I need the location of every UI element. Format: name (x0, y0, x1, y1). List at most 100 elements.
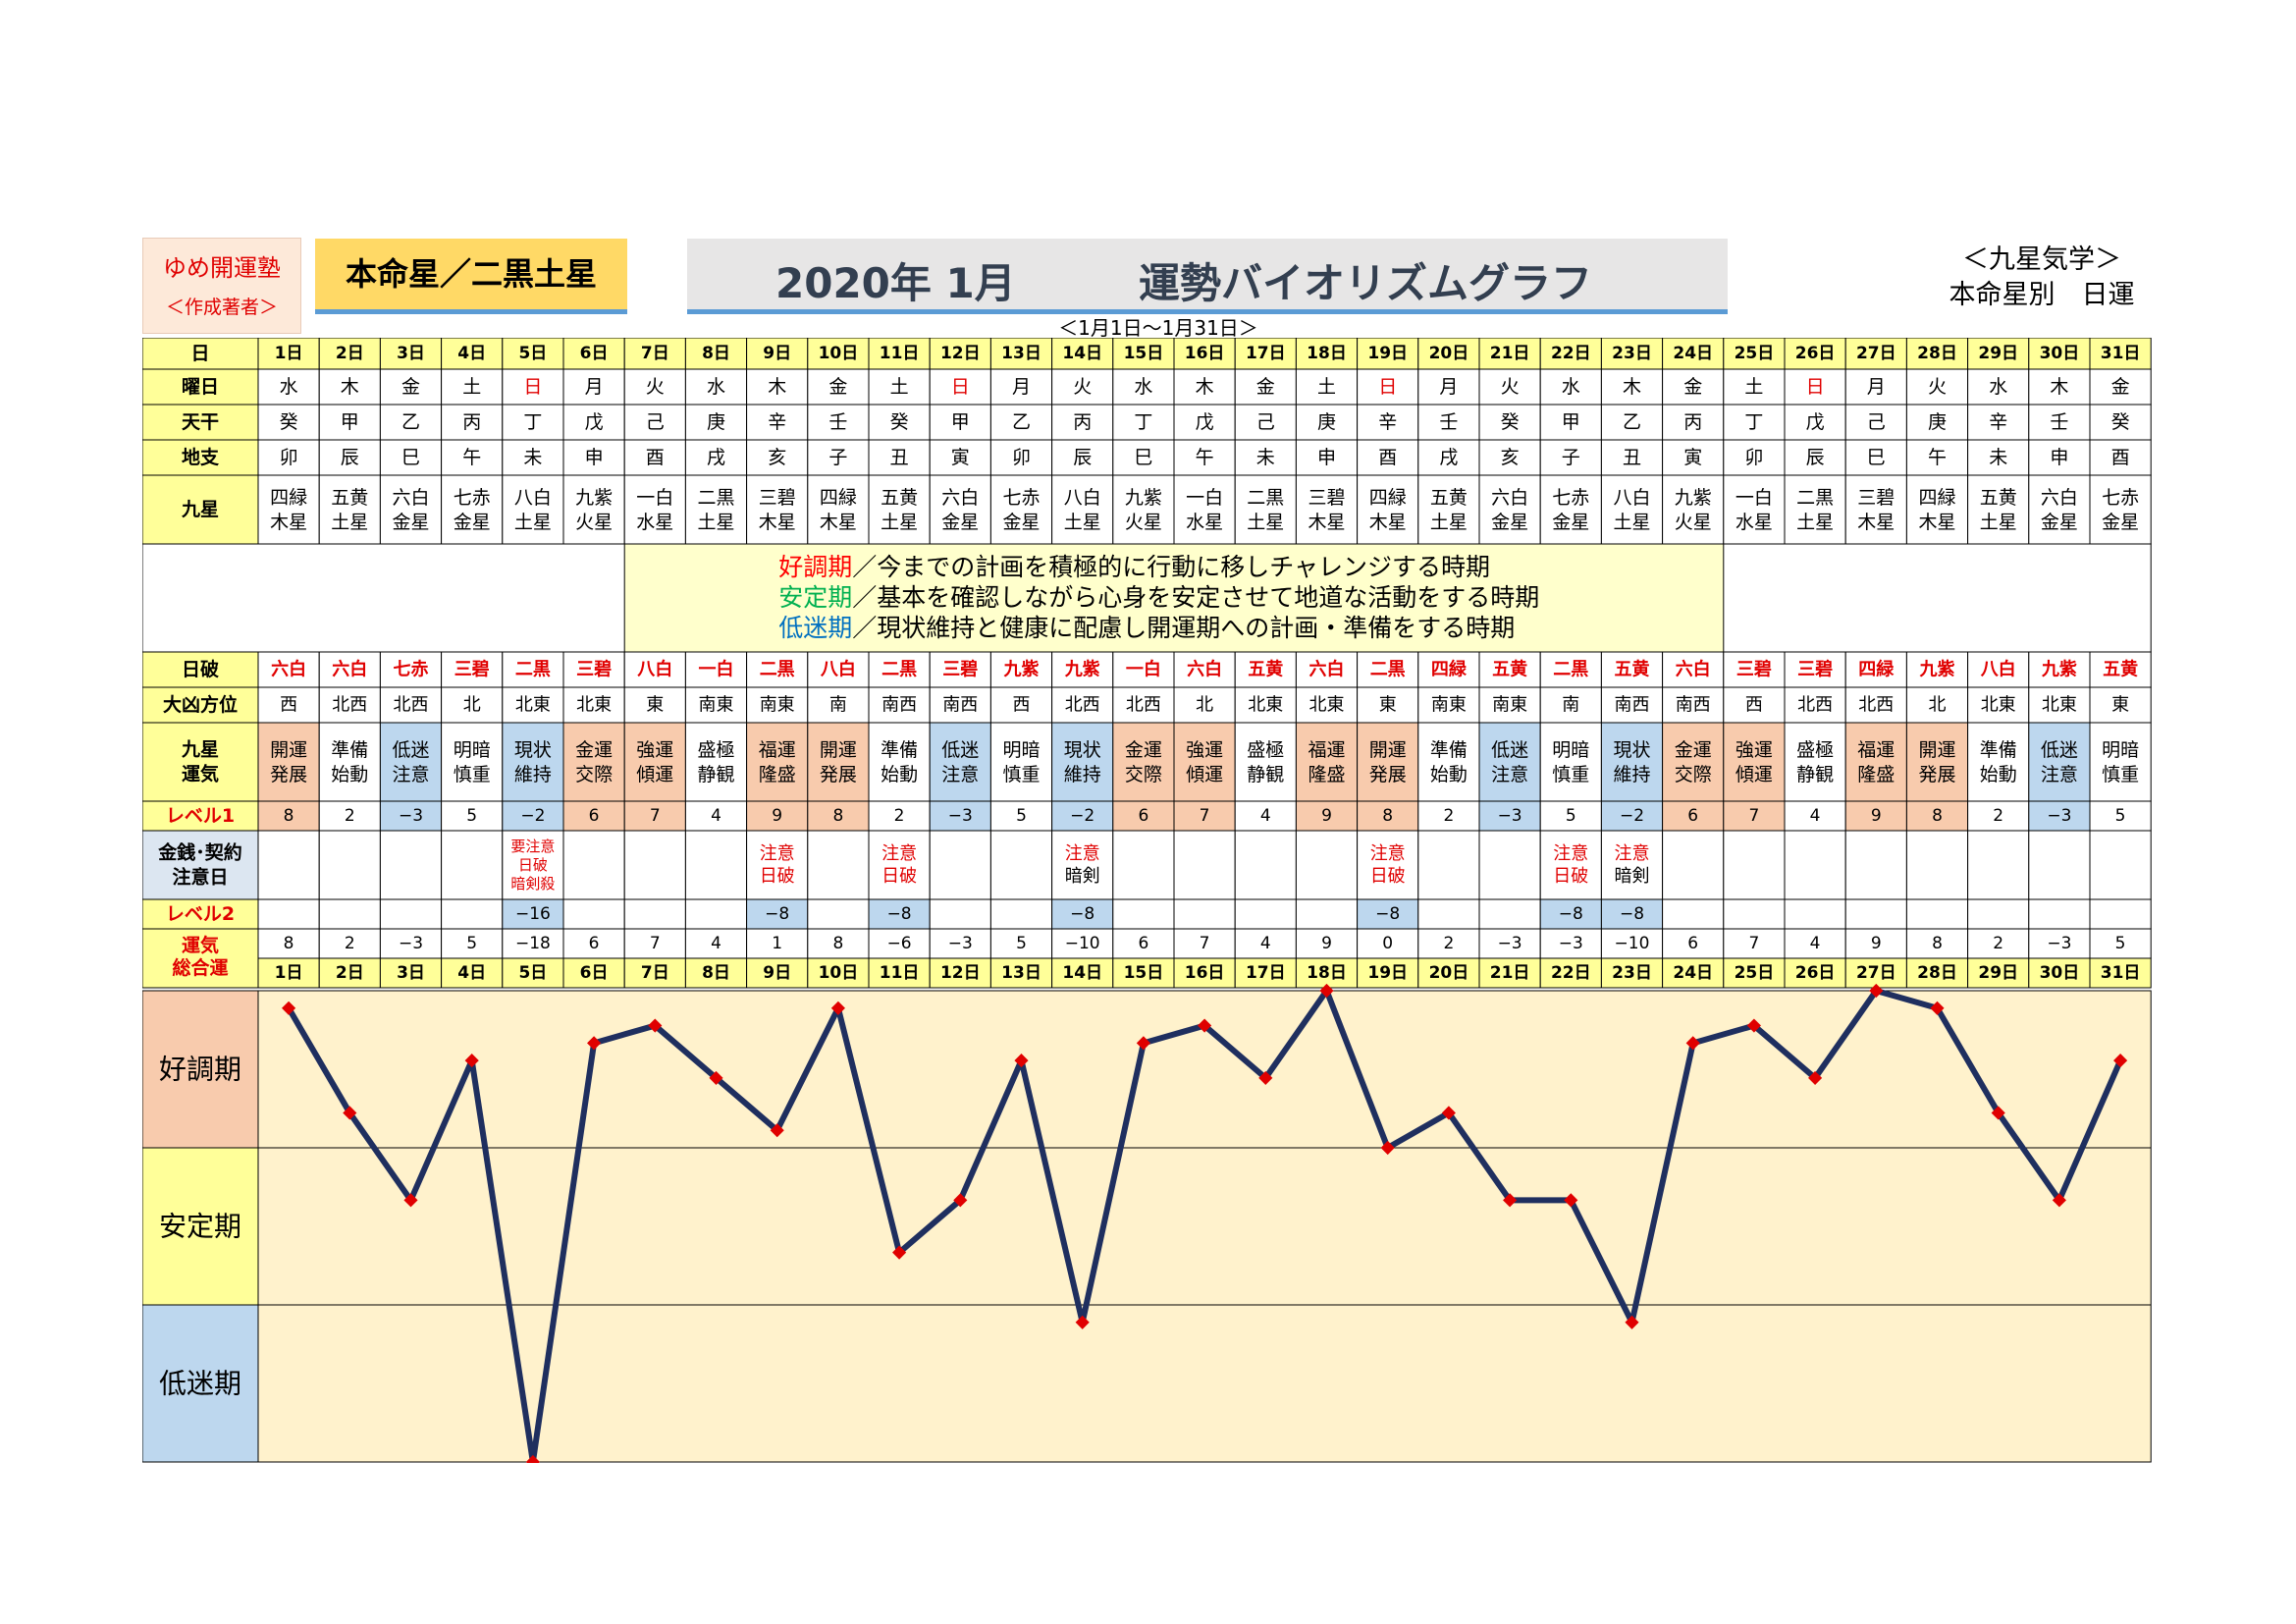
weekday-cell (257, 368, 320, 406)
chishi-cell (562, 439, 625, 476)
day-footer-cell (1478, 957, 1541, 989)
day-label: 16日 (1185, 344, 1225, 363)
kyusei-label: 四緑 (270, 487, 307, 509)
tenkan-cell (2089, 404, 2152, 441)
kinsen-cell (1173, 830, 1236, 900)
unki-label: 低迷 (2041, 739, 2078, 761)
data-point (343, 1106, 357, 1120)
level2-cell (562, 898, 625, 930)
kyusei-label: 水星 (1186, 512, 1223, 533)
daikyo-label: 南東 (760, 695, 795, 716)
weekday-label: 月 (585, 376, 604, 398)
day-footer-label: 14日 (1062, 963, 1102, 983)
kinsen-cell (1600, 830, 1664, 900)
daikyo-cell (1600, 686, 1664, 724)
sogo-cell (318, 928, 381, 959)
kinsen-label: 日破 (518, 856, 548, 874)
level2-cell (807, 898, 870, 930)
chart-area (257, 990, 2152, 1463)
weekday-cell (1967, 368, 2030, 406)
nippa-label: 八白 (637, 659, 672, 680)
kyusei-label: 一白 (636, 487, 673, 509)
row-label-tenkan: 天干 (182, 411, 219, 433)
tenkan-cell (1723, 404, 1786, 441)
kinsen-label: 注意 (1065, 843, 1100, 864)
kyusei-cell (562, 474, 625, 545)
kinsen-cell (1112, 830, 1175, 900)
daikyo-label: 北 (1929, 695, 1947, 716)
day-footer-cell (684, 957, 748, 989)
legend-item: 好調期／今までの計画を積極的に行動に移しチャレンジする時期 (778, 553, 1490, 581)
kyusei-label: 木星 (1918, 512, 1955, 533)
tenkan-label: 戊 (585, 411, 604, 433)
row-label-nippa: 日破 (182, 659, 219, 680)
level1-value: 4 (1810, 806, 1821, 826)
nippa-cell (1295, 651, 1359, 688)
day-footer-cell (441, 957, 504, 989)
day-footer-label: 26日 (1795, 963, 1836, 983)
row-label-sogo: 総合運 (172, 956, 228, 979)
level1-value: 5 (1566, 806, 1576, 826)
day-footer-label: 11日 (880, 963, 920, 983)
sogo-value: −18 (515, 934, 551, 953)
kinsen-label: 注意 (1370, 843, 1406, 864)
weekday-label: 水 (1562, 376, 1580, 398)
weekday-cell (562, 368, 625, 406)
day-footer-cell (318, 957, 381, 989)
nippa-cell (1234, 651, 1297, 688)
kyusei-label: 金星 (2102, 512, 2139, 533)
daikyo-label: 北東 (515, 695, 551, 716)
kyusei-label: 五黄 (881, 487, 918, 509)
unki-label: 準備 (331, 739, 368, 761)
sogo-value: −3 (399, 934, 423, 953)
level2-cell (2089, 898, 2152, 930)
unki-label: 発展 (820, 764, 857, 785)
tenkan-cell (1417, 404, 1480, 441)
kyusei-cell (1478, 474, 1541, 545)
day-footer-cell (1905, 957, 1969, 989)
unki-label: 低迷 (392, 739, 429, 761)
kyusei-label: 八白 (1613, 487, 1650, 509)
unki-label: 始動 (1430, 764, 1468, 785)
day-label: 3日 (397, 344, 425, 363)
page-title: 運勢バイオリズムグラフ (1139, 259, 1593, 307)
kinsen-cell (1357, 830, 1419, 900)
daikyo-label: 北 (463, 695, 481, 716)
kyusei-label: 七赤 (2102, 487, 2139, 509)
nippa-label: 八白 (1981, 659, 2016, 680)
sogo-cell (1662, 928, 1725, 959)
kinsen-cell (1051, 830, 1114, 900)
unki-label: 福運 (1857, 739, 1895, 761)
nippa-cell (502, 651, 564, 688)
unki-label: 強運 (636, 739, 673, 761)
day-footer-label: 21日 (1490, 963, 1530, 983)
unki-label: 慎重 (1002, 764, 1040, 785)
kinsen-label: 暗剣 (1065, 866, 1100, 887)
daikyo-label: 北東 (576, 695, 612, 716)
unki-label: 強運 (1735, 739, 1773, 761)
data-point (830, 1001, 845, 1015)
unki-label: 現状 (1064, 739, 1101, 761)
day-label: 13日 (1001, 344, 1041, 363)
weekday-cell (318, 368, 381, 406)
unki-cell (318, 722, 381, 802)
day-footer-cell (1112, 957, 1175, 989)
data-point (2113, 1054, 2128, 1068)
chishi-label: 戌 (707, 447, 725, 468)
kyusei-cell (1662, 474, 1725, 545)
kyusei-label: 三碧 (1308, 487, 1345, 509)
sogo-cell (989, 928, 1053, 959)
level2-cell (929, 898, 991, 930)
unki-cell (1784, 722, 1846, 802)
day-footer-label: 7日 (641, 963, 669, 983)
weekday-cell (1539, 368, 1602, 406)
level1-cell (2028, 800, 2091, 832)
row-label-sogo-cell (142, 928, 259, 989)
tenkan-label: 庚 (707, 411, 725, 433)
tenkan-label: 辛 (1378, 411, 1397, 433)
kinsen-label: 日破 (1553, 866, 1588, 887)
level1-value: 4 (711, 806, 721, 826)
nippa-cell (1478, 651, 1541, 688)
unki-label: 盛極 (1247, 739, 1284, 761)
unki-label: 現状 (514, 739, 552, 761)
